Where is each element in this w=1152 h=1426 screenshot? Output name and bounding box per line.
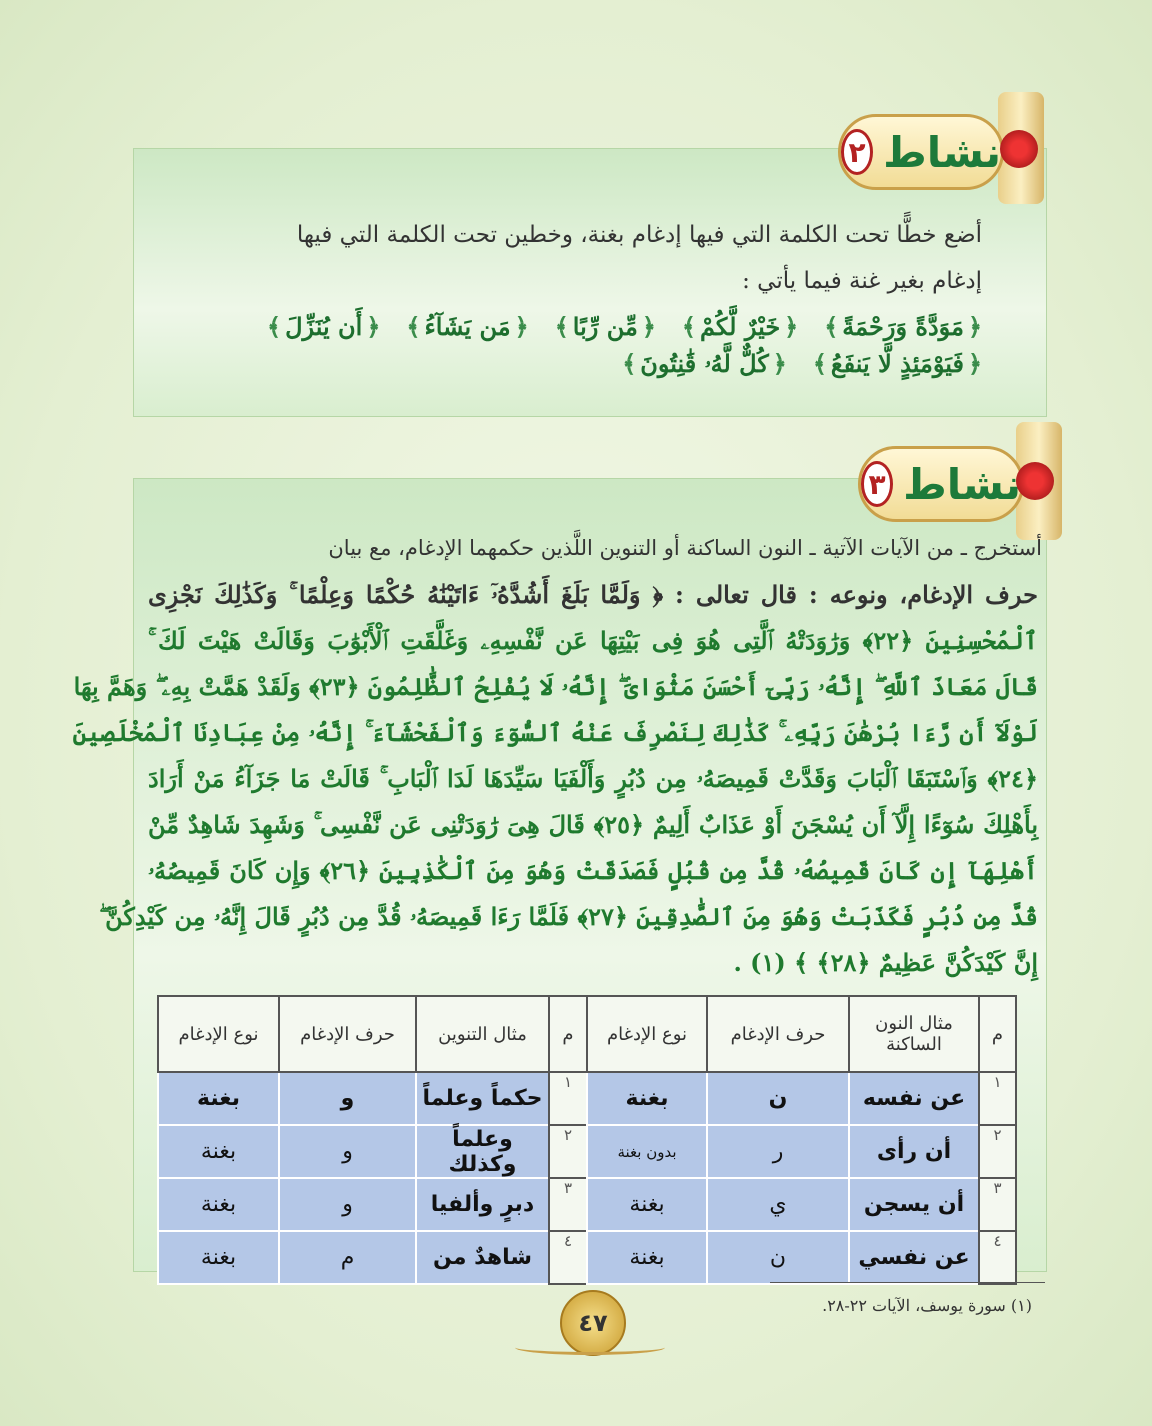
column-header: م [978,995,1017,1073]
column-header: نوع الإدغام [157,995,280,1073]
answer-cell: بغنة [586,1230,708,1285]
word-list: مَوَدَّةً وَرَحْمَةً خَيْرٌ لَّكُمْ مِّن ر… [180,312,982,378]
answer-cell: و [278,1124,417,1179]
column-header: نوع الإدغام [586,995,708,1073]
answer-cell: بغنة [586,1071,708,1126]
answer-cell: عن نفسه [848,1071,980,1126]
activity-3-badge: نشاط ٣ [858,446,1024,522]
answer-cell: و [278,1177,417,1232]
activity-number: ٣ [861,461,894,507]
answer-cell: وعلماً وكذلك [415,1124,550,1179]
quran-word: فَيَوْمَئِذٍ لَّا يَنفَعُ [813,349,982,378]
activity-title: نشاط [903,459,1021,509]
answer-cell: بدون بغنة [586,1124,708,1179]
quran-word: مَن يَشَآءُ [406,312,528,341]
activity-title: نشاط [883,127,1001,177]
answer-cell: بغنة [157,1071,280,1126]
answer-cell: ر [706,1124,850,1179]
verse-line: حرف الإدغام، ونوعه : قال تعالى : ﴿ وَلَم… [148,580,1038,609]
verse-line: ٱلْمُحْسِنِينَ ﴿٢٢﴾ وَرَٰوَدَتْهُ ٱلَّتِ… [148,626,1038,655]
answer-cell: شاهدٌ من [415,1230,550,1285]
answer-cell: بغنة [157,1177,280,1232]
verse-line: لَوْلَآ أَن رَّءَا بُرْهَٰنَ رَبِّهِۦ ۚ … [72,718,1038,747]
column-header: مثال التنوين [415,995,550,1073]
answer-cell: أن رأى [848,1124,980,1179]
instruction-line: أضع خطًّا تحت الكلمة التي فيها إدغام بغن… [296,222,982,248]
table-row: ٢ أن رأى ر بدون بغنة ٢ وعلماً وكذلك و بغنة [157,1124,1017,1179]
row-number: ٤ [548,1230,588,1285]
table-row: ٤ عن نفسي ن بغنة ٤ شاهدٌ من م بغنة [157,1230,1017,1285]
column-header: حرف الإدغام [706,995,850,1073]
column-header: حرف الإدغام [278,995,417,1073]
answer-cell: دبرٍ وألفيا [415,1177,550,1232]
answer-cell: حكماً وعلماً [415,1071,550,1126]
row-number: ٤ [978,1230,1017,1285]
answer-cell: ي [706,1177,850,1232]
seal [1000,130,1038,168]
activity-2-badge: نشاط ٢ [838,114,1004,190]
verse-line: قَالَ مَعَاذَ ٱللَّهِ ۖ إِنَّهُۥ رَبِّىٓ… [73,672,1038,701]
footnote-rule [770,1282,1045,1283]
quran-word: خَيْرٌ لَّكُمْ [682,312,798,341]
verse-line: ﴿٢٤﴾ وَٱسْتَبَقَا ٱلْبَابَ وَقَدَّتْ قَم… [148,764,1038,793]
instruction-line: إدغام بغير غنة فيما يأتي : [742,268,982,294]
quran-word: مِّن رِّبًا [555,312,656,341]
answer-cell: و [278,1071,417,1126]
answer-cell: م [278,1230,417,1285]
row-number: ١ [548,1071,588,1126]
column-header: مثال النون الساكنة [848,995,980,1073]
column-header: م [548,995,588,1073]
answer-cell: بغنة [157,1124,280,1179]
verse-line: قُدَّ مِن دُبُرٍ فَكَذَبَتْ وَهُوَ مِنَ … [99,902,1038,931]
verse-line: أَهْلِهَآ إِن كَانَ قَمِيصُهُۥ قُدَّ مِن… [148,856,1038,885]
table-row: ٣ أن يسجن ي بغنة ٣ دبرٍ وألفيا و بغنة [157,1177,1017,1232]
quran-word: مَوَدَّةً وَرَحْمَةً [824,312,982,341]
answer-cell: ن [706,1230,850,1285]
verse-line: إِنَّ كَيْدَكُنَّ عَظِيمٌ ﴿٢٨﴾ ﴾ (١) . [733,948,1038,977]
activity-number: ٢ [841,129,874,175]
answer-cell: ن [706,1071,850,1126]
answer-table: م مثال النون الساكنة حرف الإدغام نوع الإدغا… [157,995,1017,1285]
table-row: ١ عن نفسه ن بغنة ١ حكماً وعلماً و بغنة [157,1071,1017,1126]
row-number: ٢ [548,1124,588,1179]
instruction: أستخرج ـ من الآيات الآتية ـ النون الساكن… [328,536,1042,560]
quran-word: كُلٌّ لَّهُۥ قَٰنِتُونَ [622,349,787,378]
row-number: ٣ [548,1177,588,1232]
answer-cell: أن يسجن [848,1177,980,1232]
answer-cell: بغنة [586,1177,708,1232]
footnote: (١) سورة يوسف، الآيات ٢٢-٢٨. [822,1296,1032,1315]
row-number: ١ [978,1071,1017,1126]
verse-line: بِأَهْلِكَ سُوٓءًا إِلَّآ أَن يُسْجَنَ أ… [148,810,1038,839]
row-number: ٣ [978,1177,1017,1232]
answer-cell: عن نفسي [848,1230,980,1285]
row-number: ٢ [978,1124,1017,1179]
quran-word: أَن يُنَزِّلَ [267,312,380,341]
ornament [515,1340,665,1355]
seal [1016,462,1054,500]
answer-cell: بغنة [157,1230,280,1285]
